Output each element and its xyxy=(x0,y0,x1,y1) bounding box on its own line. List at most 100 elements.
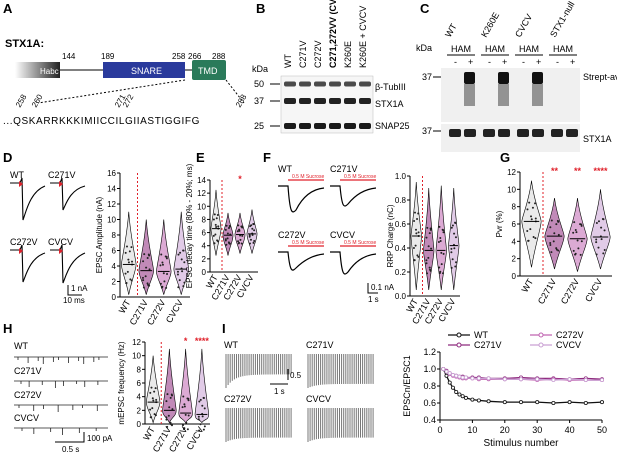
data-point xyxy=(214,233,217,236)
data-point xyxy=(183,405,186,408)
data-point xyxy=(557,233,560,236)
data-point xyxy=(170,424,173,427)
trace-label-h-c272v: C272V xyxy=(14,390,42,400)
data-point xyxy=(159,282,162,285)
stx1a-band xyxy=(532,129,544,137)
stim-artifact-marker xyxy=(19,181,23,187)
stx1a-sequence: ...QSKARRKKKIMIICCILGIIASTIGGIFG xyxy=(3,116,200,127)
x-tick-label: 50 xyxy=(597,425,607,435)
data-point xyxy=(553,232,556,235)
data-point xyxy=(526,230,529,233)
violin-wt xyxy=(521,180,542,268)
panel-label-g: G xyxy=(500,150,510,165)
data-point xyxy=(162,272,165,275)
series-point-cvcv xyxy=(444,369,449,374)
data-point xyxy=(426,226,429,229)
data-point xyxy=(198,429,201,432)
trace-label-d-wt: WT xyxy=(10,170,24,180)
group-label-wt: WT xyxy=(443,21,459,39)
ham-minus: - xyxy=(488,57,491,67)
violin-c272v xyxy=(567,197,588,272)
stx1a-band xyxy=(566,129,578,137)
significance-marker: **** xyxy=(195,336,210,346)
data-point xyxy=(152,399,155,402)
data-point xyxy=(427,245,430,248)
trace-label-i-wt: WT xyxy=(224,340,238,350)
group-label-c271v: C271V xyxy=(536,277,558,306)
data-point xyxy=(239,238,242,241)
data-point xyxy=(130,246,133,249)
data-point xyxy=(227,226,230,229)
rrp-trace-wt xyxy=(278,185,325,213)
scale-bar-d-x-label: 10 ms xyxy=(63,296,85,305)
data-point xyxy=(224,228,227,231)
data-point xyxy=(238,229,241,232)
series-point-cvcv xyxy=(551,378,556,383)
data-point xyxy=(430,247,433,250)
data-point xyxy=(595,253,598,256)
data-point xyxy=(181,424,184,427)
data-point xyxy=(146,282,149,285)
btubiii-band xyxy=(359,81,371,87)
scale-bar-i-x-label: 1 s xyxy=(274,387,285,396)
blot-b-marker-25: 25 xyxy=(254,121,264,131)
seq-number-260: 260 xyxy=(30,92,45,109)
data-point xyxy=(451,258,454,261)
data-point xyxy=(528,201,531,204)
trace-label-d-cvcv: CVCV xyxy=(48,237,73,247)
y-tick-label: 1.2 xyxy=(423,347,436,357)
data-point xyxy=(413,259,416,262)
stx1a-band xyxy=(498,129,510,137)
data-point xyxy=(534,237,537,240)
data-point xyxy=(171,394,174,397)
y-tick-label: 1.0 xyxy=(395,172,407,181)
btubiii-band xyxy=(329,81,341,87)
data-point xyxy=(450,247,453,250)
stx1a-title: STX1A: xyxy=(5,38,44,50)
data-point xyxy=(426,272,429,275)
btubiii-band xyxy=(299,81,311,87)
series-point-cvcv xyxy=(583,378,588,383)
data-point xyxy=(451,224,454,227)
trace-label-f-cvcv: CVCV xyxy=(330,230,355,240)
violin-c271v xyxy=(162,348,177,424)
band-label-streptavidin: Strept-avidin xyxy=(583,72,617,82)
data-point xyxy=(438,271,441,274)
data-point xyxy=(198,400,201,403)
data-point xyxy=(165,286,168,289)
series-point-wt xyxy=(457,392,462,397)
blot-c-marker-37-top: 37 xyxy=(422,72,432,82)
rrp-trace-c271v xyxy=(330,185,377,207)
series-point-wt xyxy=(535,400,540,405)
y-tick-label: 2 xyxy=(112,278,117,287)
data-point xyxy=(425,262,428,265)
legend-label-c272v: C272V xyxy=(556,330,584,340)
series-point-wt xyxy=(460,394,465,399)
sucrose-label: 0.5 M Sucrose xyxy=(344,174,376,180)
y-tick-label: 12 xyxy=(132,338,141,347)
y-tick-label: 10 xyxy=(107,216,116,225)
stx1a-band xyxy=(449,129,461,137)
trace-label-i-cvcv: CVCV xyxy=(306,394,331,404)
data-point xyxy=(557,249,560,252)
train-traces xyxy=(224,352,376,446)
data-point xyxy=(237,240,240,243)
group-label-cvcv: CVCV xyxy=(513,12,534,39)
data-point xyxy=(439,240,442,243)
violin-cvcv xyxy=(448,187,460,291)
data-point xyxy=(572,231,575,234)
scale-bar-f-y-label: 0.1 nA xyxy=(371,283,395,292)
data-point xyxy=(228,225,231,228)
data-point xyxy=(438,266,441,269)
data-point xyxy=(187,414,190,417)
series-point-cvcv xyxy=(535,377,540,382)
series-point-wt xyxy=(519,400,524,405)
data-point xyxy=(160,253,163,256)
series-point-wt xyxy=(583,400,588,405)
series-point-cvcv xyxy=(450,372,455,377)
data-point xyxy=(214,223,217,226)
series-point-cvcv xyxy=(476,376,481,381)
violin-c271v xyxy=(138,219,154,295)
series-point-wt xyxy=(450,385,455,390)
data-point xyxy=(149,416,152,419)
